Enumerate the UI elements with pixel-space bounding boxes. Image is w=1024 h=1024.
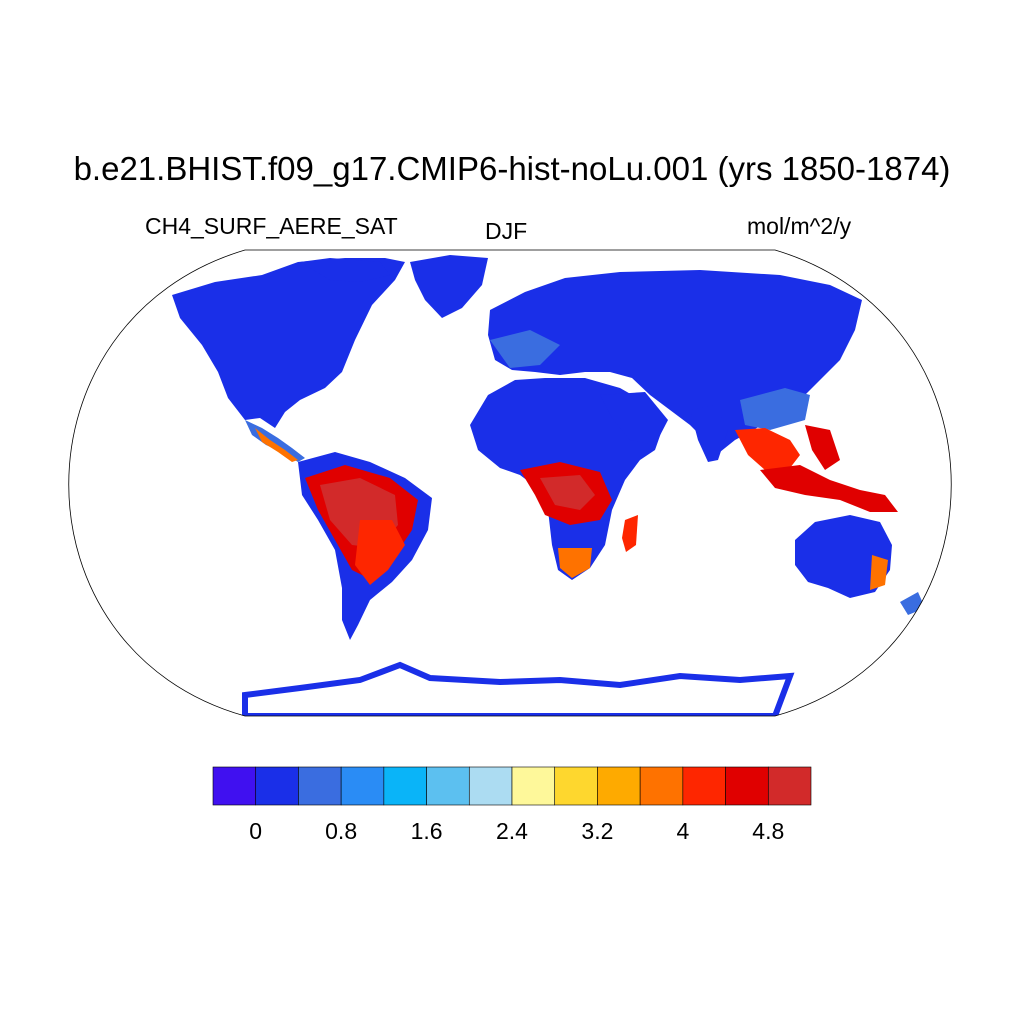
colorbar-swatch	[597, 766, 641, 806]
colorbar	[212, 766, 812, 806]
colorbar-tick-label: 4	[676, 818, 690, 844]
philippines-islands	[805, 425, 840, 470]
colorbar-swatch	[426, 766, 470, 806]
colorbar-tick-label: 3.2	[581, 818, 614, 844]
colorbar-swatch	[511, 766, 556, 806]
east-asia-emissions	[740, 388, 810, 430]
globe-outline	[68, 249, 952, 717]
southeast-asia-landmass	[735, 428, 800, 470]
colorbar-tick-label: 2.4	[496, 818, 528, 844]
arctic-islands	[300, 258, 390, 282]
colorbar-swatch	[682, 766, 726, 806]
colorbar-tick-label: 4.8	[752, 818, 785, 844]
colorbar-swatch	[383, 766, 427, 806]
europe-mid-emissions	[490, 330, 560, 368]
colorbar-swatch	[255, 766, 299, 806]
congo-basin-core	[540, 475, 595, 510]
map-title: b.e21.BHIST.f09_g17.CMIP6-hist-noLu.001 …	[73, 150, 951, 187]
colorbar-tick-label: 0	[249, 818, 263, 844]
southern-africa-emissions	[558, 548, 592, 578]
season-label: DJF	[485, 218, 528, 244]
arabia-landmass	[600, 392, 668, 445]
colorbar-swatch	[725, 766, 769, 806]
central-america-wetlands	[255, 428, 298, 462]
greenland-landmass	[410, 255, 488, 318]
units-label: mol/m^2/y	[747, 213, 852, 239]
colorbar-swatch	[298, 766, 342, 806]
colorbar-swatch	[468, 766, 513, 806]
variable-label: CH4_SURF_AERE_SAT	[145, 213, 398, 239]
north-america-landmass	[172, 258, 405, 428]
australia-east-emissions	[870, 555, 888, 590]
antarctica-landmass	[242, 661, 795, 716]
colorbar-swatch	[767, 766, 812, 806]
colorbar-swatch	[340, 766, 385, 806]
india-landmass	[690, 405, 728, 462]
colorbar-swatch	[212, 766, 257, 806]
australia-landmass	[795, 515, 892, 598]
colorbar-tick-label: 1.6	[410, 818, 443, 844]
colorbar-swatch	[639, 766, 684, 806]
south-america-mid-emissions	[355, 520, 405, 585]
madagascar-island	[622, 515, 638, 552]
colorbar-swatch	[554, 766, 598, 806]
colorbar-tick-label: 0.8	[325, 818, 358, 844]
central-america-landmass	[245, 420, 305, 462]
indonesia-islands	[760, 465, 898, 512]
